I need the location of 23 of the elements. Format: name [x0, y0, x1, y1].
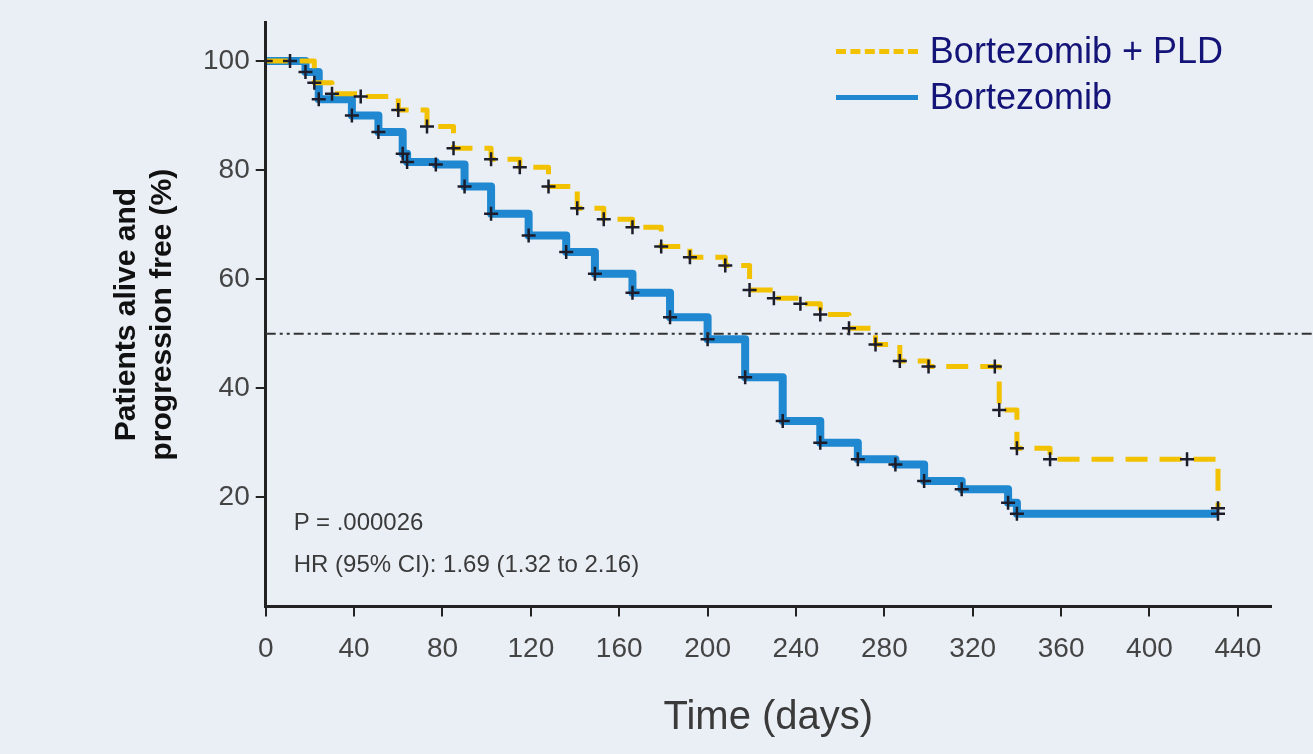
y-tick-label: 20: [218, 480, 250, 512]
x-tick-label: 240: [772, 631, 820, 663]
annotation: P = .000026: [293, 508, 424, 536]
x-tick-label: 80: [426, 631, 459, 663]
x-tick-label: 320: [949, 631, 997, 663]
y-tick-label: 100: [203, 43, 250, 75]
x-tick-label: 360: [1037, 631, 1085, 663]
annotation: HR (95% CI): 1.69 (1.32 to 2.16): [293, 550, 640, 578]
y-tick-label: 80: [218, 152, 250, 184]
y-tick-label: 60: [218, 261, 250, 293]
x-tick-label: 120: [507, 631, 555, 663]
y-axis-title: Patients alive and progression free (%): [108, 168, 178, 461]
x-tick-label: 280: [860, 631, 908, 663]
x-tick-label: 160: [595, 631, 643, 663]
x-tick-label: 200: [684, 631, 731, 663]
x-tick-label: 0: [257, 631, 274, 663]
y-tick-label: 40: [218, 370, 250, 402]
legend-label: Bortezomib + PLD: [929, 29, 1223, 73]
x-axis-title: Time (days): [663, 693, 874, 738]
x-tick-label: 400: [1126, 631, 1173, 663]
x-tick-label: 40: [338, 631, 370, 663]
legend-label: Bortezomib: [929, 75, 1112, 119]
x-tick-label: 440: [1214, 631, 1262, 663]
